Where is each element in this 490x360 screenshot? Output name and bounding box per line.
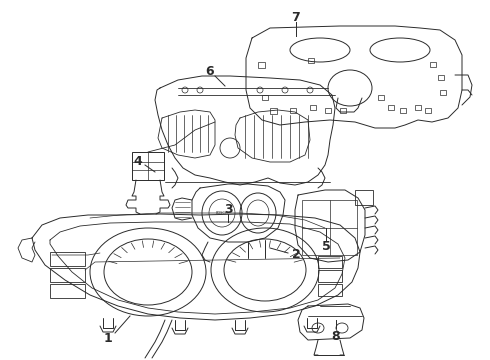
Text: 8: 8 [332, 330, 341, 343]
Text: BOSCH: BOSCH [216, 211, 228, 215]
Bar [355, 190, 373, 205]
Bar [262, 95, 268, 100]
Bar [290, 108, 296, 113]
Bar [440, 90, 446, 95]
Bar [318, 256, 342, 268]
Bar [258, 62, 265, 68]
Bar [325, 108, 331, 113]
Bar [308, 58, 314, 63]
Bar [270, 108, 277, 114]
Bar [318, 270, 342, 282]
Text: 3: 3 [224, 202, 232, 216]
Bar [302, 200, 357, 255]
Bar [425, 108, 431, 113]
Bar [318, 284, 342, 296]
Bar [50, 252, 85, 266]
Bar [50, 284, 85, 298]
Bar [438, 75, 444, 80]
Text: 1: 1 [103, 332, 112, 345]
Bar [388, 105, 394, 110]
Bar [378, 95, 384, 100]
Bar [310, 105, 316, 110]
Text: 5: 5 [321, 239, 330, 252]
Bar [430, 62, 436, 67]
Bar [132, 152, 164, 180]
Text: 2: 2 [292, 248, 300, 261]
Bar [340, 108, 346, 113]
Bar [415, 105, 421, 110]
Text: 4: 4 [134, 154, 143, 167]
Text: 6: 6 [206, 64, 214, 77]
Bar [50, 268, 85, 282]
Text: 7: 7 [292, 10, 300, 23]
Bar [400, 108, 406, 113]
